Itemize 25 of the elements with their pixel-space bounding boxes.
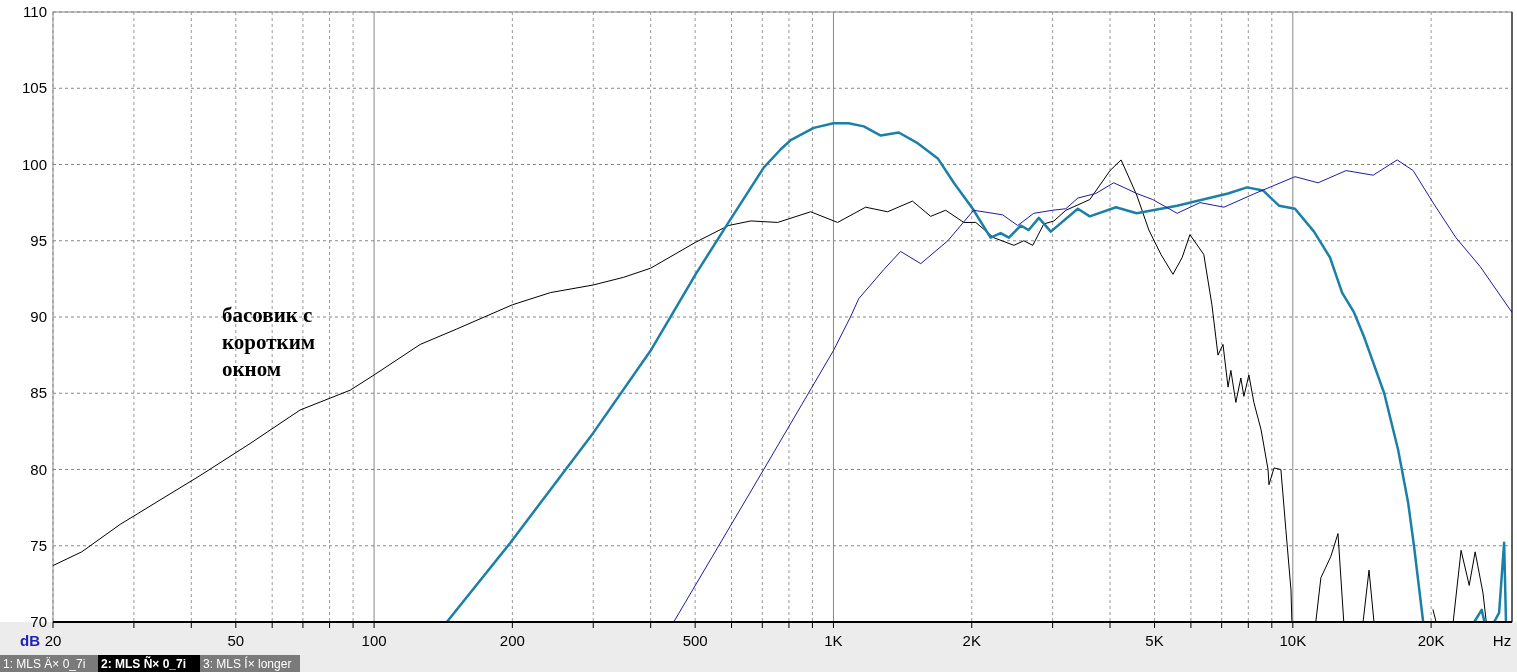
x-tick-label: 2K bbox=[962, 632, 981, 649]
y-tick-label: 85 bbox=[30, 384, 47, 402]
x-axis-title: Hz bbox=[1492, 632, 1512, 649]
annotation: басовик с коротким окном bbox=[222, 303, 316, 381]
text: 1: MLS Ä× 0_7i bbox=[3, 657, 86, 671]
x-tick-label: 200 bbox=[499, 632, 525, 649]
x-tick-label: 10K bbox=[1279, 632, 1307, 649]
x-tick-label: 1K bbox=[824, 632, 843, 649]
y-tick-label: 80 bbox=[30, 460, 47, 478]
x-tick-label: 500 bbox=[682, 632, 708, 649]
y-tick-label: 95 bbox=[30, 231, 47, 249]
y-tick-label: 110 bbox=[23, 3, 47, 20]
y-tick-label: 90 bbox=[30, 308, 47, 325]
x-tick-label: 50 bbox=[227, 632, 245, 649]
y-tick-label: 100 bbox=[21, 155, 47, 173]
x-tick-label: 20K bbox=[1417, 632, 1445, 649]
text: 3: MLS Í× longer bbox=[203, 656, 292, 671]
y-tick-label: 105 bbox=[21, 79, 47, 97]
x-tick-label: 100 bbox=[361, 632, 387, 649]
x-tick-label: 5K bbox=[1145, 632, 1164, 649]
x-tick-label: 20 bbox=[44, 632, 62, 649]
y-tick-label: 75 bbox=[30, 536, 47, 554]
text: 2: MLS Ñ× 0_7i bbox=[101, 656, 187, 671]
y-axis-title: dB bbox=[20, 632, 41, 649]
y-tick-label: 70 bbox=[30, 613, 47, 630]
